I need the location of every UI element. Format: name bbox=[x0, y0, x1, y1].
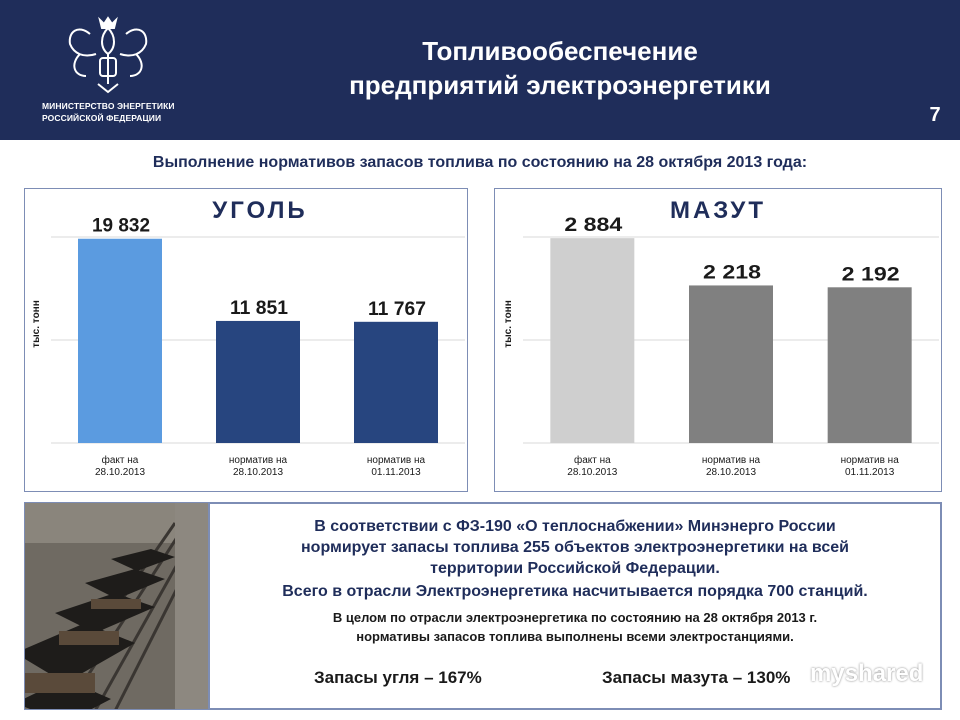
info-note: В целом по отрасли электроэнергетика по … bbox=[220, 608, 930, 646]
title-line-1: Топливообеспечение bbox=[422, 36, 698, 66]
info-main-text: В соответствии с ФЗ-190 «О теплоснабжени… bbox=[220, 516, 930, 579]
fuel-oil-category-label-3-line-1: норматив на bbox=[841, 455, 900, 466]
coal-value-label-3: 11 767 bbox=[368, 299, 426, 320]
fuel-oil-bar-1 bbox=[550, 238, 635, 443]
coal-bar-1 bbox=[78, 238, 162, 443]
fuel-oil-category-label-2-line-2: 28.10.2013 bbox=[706, 467, 756, 478]
fuel-oil-category-label-3-line-2: 01.11.2013 bbox=[845, 467, 895, 478]
info-box: В соответствии с ФЗ-190 «О теплоснабжени… bbox=[208, 502, 942, 710]
header-bar: МИНИСТЕРСТВО ЭНЕРГЕТИКИ РОССИЙСКОЙ ФЕДЕР… bbox=[0, 0, 960, 140]
slide-subtitle: Выполнение нормативов запасов топлива по… bbox=[152, 154, 808, 171]
fuel-oil-value-label-1: 2 884 bbox=[564, 215, 623, 236]
coal-category-label-3-line-2: 01.11.2013 bbox=[371, 467, 421, 478]
bottom-section: В соответствии с ФЗ-190 «О теплоснабжени… bbox=[0, 502, 960, 720]
coal-category-label-2-line-1: норматив на bbox=[229, 455, 288, 466]
coal-chart-title: УГОЛЬ bbox=[212, 197, 308, 224]
coal-category-label-2-line-2: 28.10.2013 bbox=[233, 467, 283, 478]
coal-category-label-1-line-2: 28.10.2013 bbox=[95, 467, 145, 478]
info-note-line-2: нормативы запасов топлива выполнены всем… bbox=[356, 629, 794, 644]
fuel-oil-value-label-3: 2 192 bbox=[842, 264, 900, 285]
fuel-oil-category-label-1-line-2: 28.10.2013 bbox=[567, 467, 617, 478]
watermark-logo: myshared bbox=[810, 660, 924, 687]
double-headed-eagle-emblem-icon bbox=[68, 16, 148, 94]
coal-chart-panel: тыс. тонн 19 832 факт на 28.10.2013 11 851 но… bbox=[24, 188, 468, 492]
fuel-oil-stock-percent: Запасы мазута – 130% bbox=[602, 668, 791, 687]
coal-value-label-1: 19 832 bbox=[92, 216, 150, 237]
title-line-2: предприятий электроэнергетики bbox=[349, 70, 771, 100]
fuel-oil-bar-2 bbox=[689, 285, 773, 443]
ministry-line-2: РОССИЙСКОЙ ФЕДЕРАЦИИ bbox=[42, 113, 162, 123]
info-total-stations: Всего в отрасли Электроэнергетика насчит… bbox=[282, 583, 868, 600]
info-note-line-1: В целом по отрасли электроэнергетика по … bbox=[332, 610, 818, 625]
coal-category-label-1-line-1: факт на bbox=[102, 454, 139, 466]
fuel-oil-y-axis-label: тыс. тонн bbox=[503, 300, 514, 348]
coal-railcars-photo bbox=[24, 502, 210, 710]
page-title: Топливообеспечение предприятий электроэн… bbox=[260, 34, 860, 102]
page-number: 7 bbox=[929, 104, 941, 126]
info-line-3: территории Российской Федерации. bbox=[430, 560, 720, 577]
info-line-1: В соответствии с ФЗ-190 «О теплоснабжени… bbox=[314, 518, 836, 535]
coal-bar-3 bbox=[354, 321, 438, 443]
coal-value-label-2: 11 851 bbox=[230, 298, 288, 319]
ministry-line-1: МИНИСТЕРСТВО ЭНЕРГЕТИКИ bbox=[42, 101, 175, 111]
fuel-oil-value-label-2: 2 218 bbox=[703, 262, 761, 283]
ministry-name: МИНИСТЕРСТВО ЭНЕРГЕТИКИ РОССИЙСКОЙ ФЕДЕР… bbox=[42, 100, 192, 124]
coal-stock-percent: Запасы угля – 167% bbox=[314, 668, 482, 687]
fuel-oil-chart-title: МАЗУТ bbox=[669, 197, 767, 224]
fuel-oil-category-label-2-line-1: норматив на bbox=[702, 455, 761, 466]
fuel-oil-bar-3 bbox=[827, 287, 912, 443]
fuel-oil-category-label-1-line-1: факт на bbox=[574, 454, 611, 466]
coal-category-label-3-line-1: норматив на bbox=[367, 455, 426, 466]
fuel-oil-chart-panel: тыс. тонн 2 884 факт на 28.10.2013 2 218 норм… bbox=[494, 188, 942, 492]
info-line-2: нормирует запасы топлива 255 объектов эл… bbox=[301, 539, 849, 556]
coal-y-axis-label: тыс. тонн bbox=[31, 300, 42, 348]
coal-bar-2 bbox=[216, 320, 300, 443]
